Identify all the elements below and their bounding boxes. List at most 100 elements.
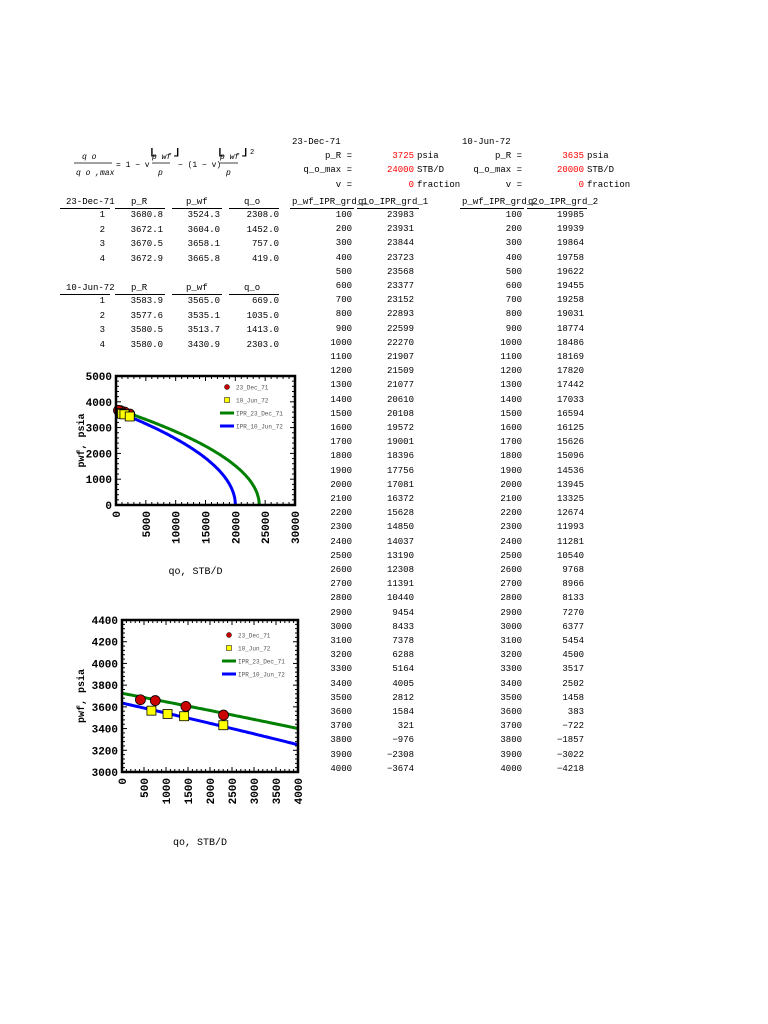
ipr1-v-value[interactable]: 0 xyxy=(408,180,414,190)
ipr2-v-value[interactable]: 0 xyxy=(578,180,584,190)
x-tick-label: 20000 xyxy=(231,511,243,544)
set1-qo-cell: 19001 xyxy=(386,437,414,448)
set2-pwf-cell: 3500 xyxy=(500,692,522,703)
set2-qo-cell: 15096 xyxy=(556,451,584,462)
data-point-10_jun_72 xyxy=(124,411,135,422)
set2-qo-cell: 10540 xyxy=(556,550,584,561)
set1-qo-cell: 22599 xyxy=(386,323,414,334)
set2-qo-cell: 7270 xyxy=(562,607,584,618)
set1-pwf-cell: 3500 xyxy=(330,692,352,703)
legend-entry: 10_Jun_72 xyxy=(238,646,271,653)
ipr1-v-unit: fraction xyxy=(417,180,461,190)
ipr2-qomax-value[interactable]: 20000 xyxy=(556,165,584,175)
tests1-header-pwf: p_wf xyxy=(186,197,208,207)
tests1-cell: 3670.5 xyxy=(130,239,163,249)
x-tick-label: 2500 xyxy=(228,778,240,804)
set2-qo-cell: 18486 xyxy=(556,337,584,348)
ipr2-col2-header: q_o_IPR_grd_2 xyxy=(528,197,599,207)
set2-pwf-cell: 2100 xyxy=(500,494,522,504)
x-tick-label: 3500 xyxy=(272,778,284,804)
series-line-ipr_23_dec_71 xyxy=(122,691,298,731)
data-point-10_jun_72 xyxy=(218,720,229,731)
y-tick-label: 4000 xyxy=(92,659,118,671)
y-tick-label: 4400 xyxy=(92,616,118,628)
set2-pwf-cell: 2900 xyxy=(500,607,522,618)
set2-qo-cell: 19031 xyxy=(556,309,584,320)
set2-pwf-cell: 1400 xyxy=(500,394,522,405)
set1-qo-cell: 21907 xyxy=(386,352,414,362)
formula-rhs: = 1 − v xyxy=(116,161,150,170)
x-tick-label: 500 xyxy=(140,778,152,798)
set2-pwf-cell: 600 xyxy=(505,281,522,291)
set1-pwf-cell: 2500 xyxy=(330,550,352,561)
tests2-date: 10-Jun-72 xyxy=(66,283,115,293)
set2-qo-cell: −4218 xyxy=(556,763,584,774)
set2-qo-cell: 18169 xyxy=(556,352,584,362)
tests2-header-qo: q_o xyxy=(244,283,261,293)
set2-pwf-cell: 3800 xyxy=(500,735,522,746)
x-tick-label: 1500 xyxy=(184,778,196,804)
ipr2-v-label: v = xyxy=(505,180,522,190)
x-tick-label: 1000 xyxy=(162,778,174,804)
set1-qo-cell: 12308 xyxy=(386,565,414,575)
tests1-header-pR: p_R xyxy=(131,197,148,207)
set1-pwf-cell: 1600 xyxy=(330,423,352,433)
set1-qo-cell: 14037 xyxy=(386,536,414,547)
set1-pwf-cell: 1800 xyxy=(330,451,352,462)
set2-pwf-cell: 1300 xyxy=(500,380,522,391)
set1-qo-cell: −976 xyxy=(392,735,414,746)
data-point-23_dec_71 xyxy=(135,694,146,706)
set1-pwf-cell: 2300 xyxy=(330,522,352,533)
set1-pwf-cell: 500 xyxy=(335,266,352,277)
ipr1-col2-header: q_o_IPR_grd_1 xyxy=(358,197,429,207)
data-point-23_dec_71 xyxy=(149,695,161,706)
set1-pwf-cell: 900 xyxy=(335,323,352,334)
tests1-date: 23-Dec-71 xyxy=(66,197,115,207)
set1-qo-cell: 23723 xyxy=(386,252,414,263)
set2-pwf-cell: 3400 xyxy=(500,678,522,689)
set2-pwf-cell: 3200 xyxy=(500,650,522,661)
x-tick-label: 4000 xyxy=(294,778,306,804)
tests2-header-pwf: p_wf xyxy=(186,283,208,293)
tests1-cell: 3665.8 xyxy=(187,253,220,264)
set1-pwf-cell: 1200 xyxy=(330,366,352,377)
y-tick-label: 4000 xyxy=(86,398,112,410)
set1-pwf-cell: 3900 xyxy=(330,749,352,760)
ipr2-pR-value[interactable]: 3635 xyxy=(562,151,584,161)
set1-pwf-cell: 400 xyxy=(335,252,352,263)
set2-pwf-cell: 200 xyxy=(505,224,522,235)
set1-qo-cell: 1584 xyxy=(392,707,414,717)
data-point-23_dec_71 xyxy=(180,701,192,712)
set2-qo-cell: 6377 xyxy=(562,621,584,632)
set2-qo-cell: 19455 xyxy=(556,281,584,291)
set1-pwf-cell: 2800 xyxy=(330,593,352,604)
tests1-cell: 4 xyxy=(99,253,105,264)
set2-pwf-cell: 900 xyxy=(505,323,522,334)
set1-pwf-cell: 2000 xyxy=(330,479,352,490)
set2-qo-cell: 1458 xyxy=(562,692,584,703)
set1-pwf-cell: 600 xyxy=(335,281,352,291)
y-tick-label: 3000 xyxy=(92,768,118,780)
set2-pwf-cell: 300 xyxy=(505,238,522,249)
tests2-cell: 3 xyxy=(99,325,105,335)
set1-pwf-cell: 2400 xyxy=(330,536,352,547)
set2-qo-cell: 19622 xyxy=(556,266,584,277)
series-line-ipr_10_jun_72 xyxy=(116,409,237,505)
set2-pwf-cell: 2700 xyxy=(500,579,522,590)
ipr1-pR-value[interactable]: 3725 xyxy=(392,151,414,161)
set1-pwf-cell: 700 xyxy=(335,295,352,306)
ipr1-pR-label: p_R = xyxy=(324,151,352,161)
set1-qo-cell: 20108 xyxy=(386,408,414,419)
set1-qo-cell: 19572 xyxy=(386,423,414,433)
set2-qo-cell: 18774 xyxy=(556,323,584,334)
set2-qo-cell: 9768 xyxy=(562,565,584,575)
ipr2-col1-header: p_wf_IPR_grd_2 xyxy=(462,197,538,207)
set1-qo-cell: −2308 xyxy=(386,749,414,760)
ipr1-qomax-value[interactable]: 24000 xyxy=(386,165,414,175)
set1-qo-cell: 10440 xyxy=(386,593,414,604)
svg-text:]: ] xyxy=(240,148,250,158)
set2-qo-cell: 19864 xyxy=(556,238,584,249)
y-tick-label: 3000 xyxy=(86,424,112,436)
set1-qo-cell: 23377 xyxy=(386,281,414,291)
set2-pwf-cell: 1500 xyxy=(500,408,522,419)
